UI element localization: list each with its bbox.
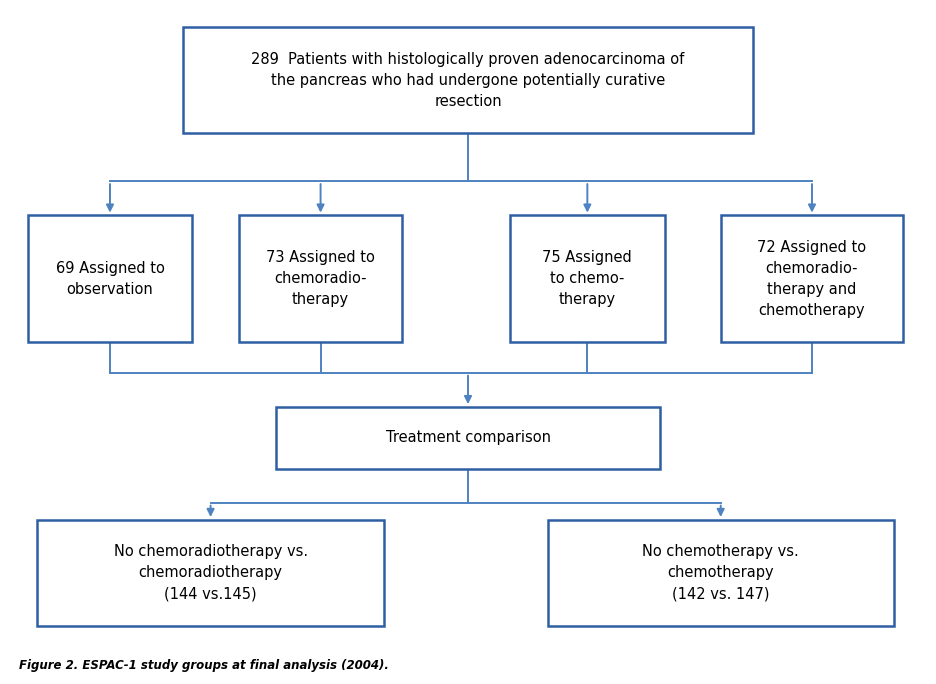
Text: 73 Assigned to
chemoradio-
therapy: 73 Assigned to chemoradio- therapy	[266, 250, 375, 307]
Text: 289  Patients with histologically proven adenocarcinoma of
the pancreas who had : 289 Patients with histologically proven …	[252, 52, 684, 109]
FancyBboxPatch shape	[276, 407, 660, 469]
FancyBboxPatch shape	[28, 215, 192, 342]
FancyBboxPatch shape	[721, 215, 903, 342]
Text: Treatment comparison: Treatment comparison	[386, 430, 550, 445]
Text: Figure 2. ESPAC-1 study groups at final analysis (2004).: Figure 2. ESPAC-1 study groups at final …	[19, 659, 388, 672]
Text: No chemoradiotherapy vs.
chemoradiotherapy
(144 vs.145): No chemoradiotherapy vs. chemoradiothera…	[113, 544, 308, 601]
Text: 75 Assigned
to chemo-
therapy: 75 Assigned to chemo- therapy	[543, 250, 632, 307]
FancyBboxPatch shape	[510, 215, 665, 342]
Text: No chemotherapy vs.
chemotherapy
(142 vs. 147): No chemotherapy vs. chemotherapy (142 vs…	[642, 544, 799, 601]
Text: 72 Assigned to
chemoradio-
therapy and
chemotherapy: 72 Assigned to chemoradio- therapy and c…	[757, 239, 867, 318]
FancyBboxPatch shape	[37, 520, 384, 626]
FancyBboxPatch shape	[548, 520, 894, 626]
FancyBboxPatch shape	[239, 215, 402, 342]
FancyBboxPatch shape	[183, 27, 753, 133]
Text: 69 Assigned to
observation: 69 Assigned to observation	[55, 261, 165, 297]
